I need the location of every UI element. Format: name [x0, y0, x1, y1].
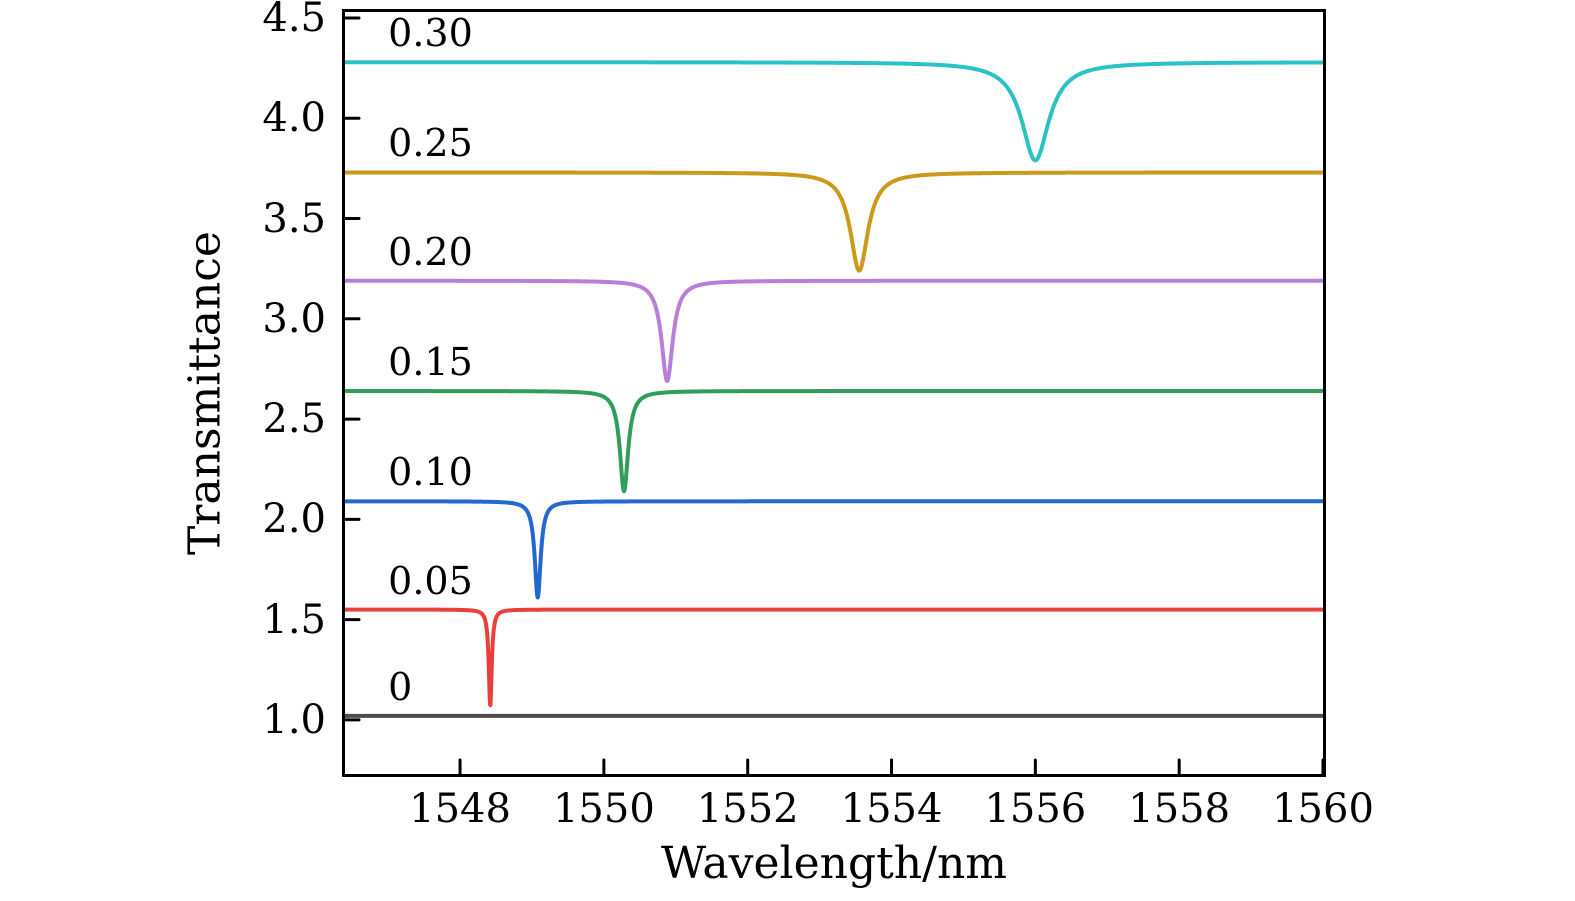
y-tick-label: 2.5 — [262, 396, 326, 443]
curves-canvas — [345, 12, 1323, 774]
x-tick-label: 1554 — [840, 786, 943, 832]
y-tick-label: 4.5 — [262, 0, 326, 42]
y-tick-label: 2.0 — [262, 496, 326, 543]
x-tick-label: 1552 — [696, 786, 799, 832]
y-tick-label: 3.5 — [262, 195, 326, 242]
x-tick-label: 1548 — [409, 786, 511, 832]
curve-label: 0.25 — [388, 121, 473, 166]
x-tick-label: 1556 — [984, 786, 1087, 832]
x-tick-label: 1560 — [1272, 786, 1374, 832]
curve-label: 0.30 — [388, 11, 473, 56]
x-tick-label: 1550 — [552, 786, 655, 832]
plot-area: 0 0.05 0.10 0.15 0.20 0.25 0.30 — [342, 9, 1326, 777]
x-tick-label: 1558 — [1128, 786, 1231, 832]
curve-label: 0.20 — [388, 229, 473, 274]
curve-label: 0 — [388, 664, 413, 709]
y-tick-label: 4.0 — [262, 95, 326, 142]
x-axis-title: Wavelength/nm — [660, 838, 1008, 889]
y-tick-label: 1.5 — [262, 596, 326, 643]
curve-label: 0.05 — [388, 558, 473, 603]
y-tick-label: 1.0 — [262, 696, 326, 743]
curve-label: 0.15 — [388, 340, 473, 385]
y-tick-label: 3.0 — [262, 295, 326, 342]
curve-label: 0.10 — [388, 450, 473, 495]
